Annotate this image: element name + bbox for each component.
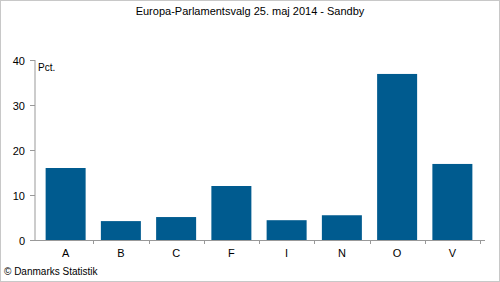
bars (46, 74, 473, 240)
x-tick (370, 240, 371, 244)
y-tick (30, 240, 35, 241)
x-tick (314, 240, 315, 244)
bar (46, 168, 86, 240)
x-tick (425, 240, 426, 244)
x-tick-label: C (172, 247, 180, 259)
y-tick (30, 60, 35, 61)
bar (156, 217, 196, 240)
y-tick (30, 150, 35, 151)
y-tick-label: 0 (19, 235, 25, 247)
x-tick (259, 240, 260, 244)
frame (1, 1, 500, 282)
bar (322, 215, 362, 240)
y-tick-label: 40 (13, 55, 25, 67)
bar (377, 74, 417, 240)
bar (432, 164, 472, 240)
x-tick (93, 240, 94, 244)
bar (267, 220, 307, 240)
source: © Danmarks Statistik (4, 266, 99, 277)
title: Europa-Parlamentsvalg 25. maj 2014 - San… (136, 5, 365, 17)
x-tick-label: I (285, 247, 288, 259)
y-tick-label: 30 (13, 100, 25, 112)
y-tick (30, 195, 35, 196)
x-tick-label: B (117, 247, 124, 259)
bar (211, 186, 251, 240)
x-tick-label: N (338, 247, 346, 259)
x-tick-label: O (393, 247, 402, 259)
bar (101, 221, 141, 240)
x-tick-label: F (228, 247, 235, 259)
chart-svg: Europa-Parlamentsvalg 25. maj 2014 - San… (0, 0, 500, 282)
x-tick (204, 240, 205, 244)
y-axis-label: Pct. (38, 62, 55, 73)
y-tick-label: 20 (13, 145, 25, 157)
x-tick (149, 240, 150, 244)
chart-container: Europa-Parlamentsvalg 25. maj 2014 - San… (0, 0, 500, 282)
x-tick-label: A (62, 247, 70, 259)
y-tick-label: 10 (13, 190, 25, 202)
x-tick (480, 240, 481, 244)
y-tick (30, 105, 35, 106)
x-tick-label: V (449, 247, 457, 259)
